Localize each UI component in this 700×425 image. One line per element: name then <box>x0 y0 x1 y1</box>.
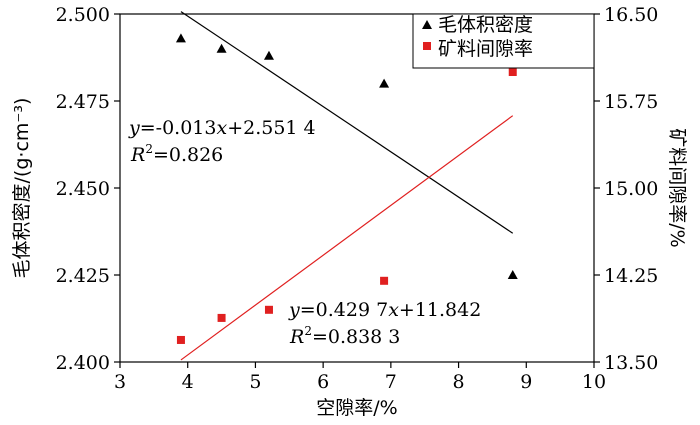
vma-point <box>176 335 185 344</box>
y-left-tick-label: 2.500 <box>56 4 110 26</box>
vma-fit-line <box>180 115 514 361</box>
y-left-tick-label: 2.425 <box>56 265 110 287</box>
y-axis-right-title: 矿料间隙率/% <box>666 128 688 247</box>
x-tick-label: 5 <box>249 371 261 393</box>
y-axis-right: 13.50 14.25 15.00 15.75 16.50 <box>594 4 658 374</box>
vma-fit-annotation: y=0.429 7x+11.842 R2=0.838 3 <box>288 299 481 348</box>
y-right-tick-label: 13.50 <box>604 352 658 374</box>
y-right-tick-label: 15.75 <box>604 91 658 113</box>
y-axis-left-title: 毛体积密度/(g·cm⁻³) <box>11 98 33 279</box>
y-axis-left: 2.400 2.425 2.450 2.475 2.500 <box>56 4 120 374</box>
legend: 毛体积密度 矿料间隙率 <box>412 13 595 69</box>
y-right-tick-label: 15.00 <box>604 178 658 200</box>
density-point <box>379 78 390 88</box>
x-axis: 3 4 5 6 7 8 9 10 <box>114 362 606 393</box>
density-fit-r2: R2=0.826 <box>130 142 223 166</box>
density-point <box>263 50 274 60</box>
x-tick-label: 9 <box>520 371 532 393</box>
y-left-tick-label: 2.400 <box>56 352 110 374</box>
vma-fit-r2: R2=0.838 3 <box>289 324 400 348</box>
x-axis-title: 空隙率/% <box>316 397 397 419</box>
x-tick-label: 10 <box>582 371 606 393</box>
density-fit-annotation: y=-0.013x+2.551 4 R2=0.826 <box>128 117 316 166</box>
density-fit-equation: y=-0.013x+2.551 4 <box>128 117 316 139</box>
vma-point <box>380 276 389 285</box>
legend-box <box>412 13 595 69</box>
density-point <box>507 270 518 279</box>
x-tick-label: 4 <box>182 371 194 393</box>
vma-fit-equation: y=0.429 7x+11.842 <box>288 299 481 321</box>
data-points <box>175 33 518 344</box>
vma-point <box>264 305 273 314</box>
density-point <box>175 33 186 43</box>
fit-lines <box>180 11 514 361</box>
y-right-tick-label: 14.25 <box>604 265 658 287</box>
x-tick-label: 8 <box>453 371 465 393</box>
legend-label-vma: 矿料间隙率 <box>438 38 533 60</box>
y-left-tick-label: 2.450 <box>56 178 110 200</box>
legend-label-density: 毛体积密度 <box>438 14 533 36</box>
legend-marker-density <box>422 20 432 29</box>
legend-marker-vma <box>423 42 431 50</box>
x-tick-label: 6 <box>317 371 329 393</box>
x-tick-label: 7 <box>385 371 397 393</box>
vma-point <box>217 313 226 322</box>
y-left-tick-label: 2.475 <box>56 91 110 113</box>
density-point <box>216 43 227 53</box>
x-tick-label: 3 <box>114 371 126 393</box>
density-fit-line <box>180 11 514 234</box>
y-right-tick-label: 16.50 <box>604 4 658 26</box>
vma-point <box>508 68 517 76</box>
